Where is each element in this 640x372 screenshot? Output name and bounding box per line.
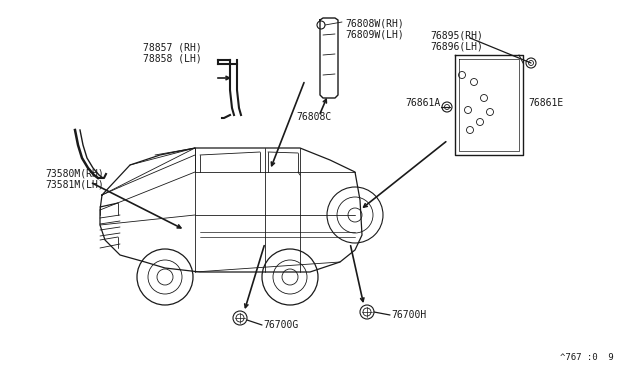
Text: 76700G: 76700G [263, 320, 298, 330]
Text: 76861E: 76861E [528, 98, 563, 108]
Text: 76700H: 76700H [391, 310, 426, 320]
Text: 76808W(RH)
76809W(LH): 76808W(RH) 76809W(LH) [345, 18, 404, 39]
Text: 76808C: 76808C [296, 112, 332, 122]
Text: 73580M(RH)
73581M(LH): 73580M(RH) 73581M(LH) [45, 168, 104, 190]
Text: 76895(RH)
76896(LH): 76895(RH) 76896(LH) [430, 30, 483, 52]
Text: 76861A: 76861A [405, 98, 440, 108]
Text: ^767 :0  9: ^767 :0 9 [560, 353, 614, 362]
Text: 78857 (RH)
78858 (LH): 78857 (RH) 78858 (LH) [143, 42, 202, 64]
